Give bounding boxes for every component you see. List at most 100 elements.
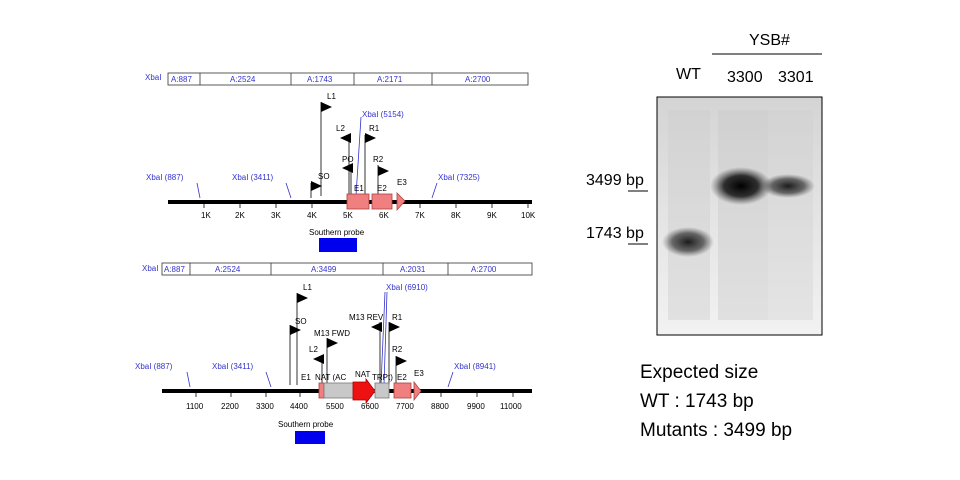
- map2: XbaI A:887 A:2524 A:3499 A:2031 A:2700 1…: [135, 262, 533, 444]
- map2-xbai-3411: XbaI (3411): [212, 362, 254, 371]
- map2-tick-5: 5500: [326, 402, 344, 411]
- map1-tick-3: 3K: [271, 211, 281, 220]
- map1-primer-r1: R1: [369, 124, 380, 133]
- map1-probe-label: Southern probe: [309, 228, 365, 237]
- lane-label-3300: 3300: [727, 69, 763, 86]
- map2-primer-so: SO: [295, 317, 307, 326]
- map2-nat-arrow: [352, 377, 376, 405]
- map1-frag-5: A:2700: [465, 75, 491, 84]
- map1-exon-1: [346, 193, 370, 210]
- expected-size-title: Expected size: [640, 362, 758, 383]
- map1-primer-r2-arrow: [378, 166, 389, 176]
- map2-feature-trpt: TRPt): [372, 373, 393, 382]
- map1: XbaI A:887 A:2524 A:1743 A:2171 A:2700 1…: [145, 72, 536, 252]
- map1-xbai-7325: XbaI (7325): [438, 173, 480, 182]
- map2-feature-e2: E2: [397, 373, 407, 382]
- map2-feature-nat: NAT: [355, 370, 371, 379]
- map1-xbai-5154: XbaI (5154): [362, 110, 404, 119]
- map2-primer-m13fwd-arrow: [327, 338, 338, 348]
- map1-exon-label-1: E1: [354, 184, 364, 193]
- map2-primer-l2: L2: [309, 345, 318, 354]
- expected-sizes: Expected size WT : 1743 bp Mutants : 349…: [640, 362, 792, 441]
- map1-frag-3: A:1743: [307, 75, 333, 84]
- map1-frag-1: A:887: [171, 75, 192, 84]
- map1-tick-9: 9K: [487, 211, 497, 220]
- band-3300-3499: [710, 167, 772, 205]
- map1-tick-10: 10K: [521, 211, 536, 220]
- band-3301-3499: [761, 174, 815, 198]
- ysb-group-label: YSB#: [749, 32, 790, 49]
- map1-primer-l1: L1: [327, 92, 336, 101]
- map1-primer-r2: R2: [373, 155, 384, 164]
- map2-tick-4: 4400: [290, 402, 308, 411]
- map1-xbai-887: XbaI (887): [146, 173, 184, 182]
- map2-primer-r2-arrow: [396, 356, 407, 366]
- map1-primer-r1-arrow: [365, 133, 376, 143]
- map2-primer-r2: R2: [392, 345, 403, 354]
- map1-frag-4: A:2171: [377, 75, 403, 84]
- map2-tick-6: 6600: [361, 402, 379, 411]
- lane-label-3301: 3301: [778, 69, 814, 86]
- map2-feature-e3: E3: [414, 369, 424, 378]
- map2-primer-m13rev-arrow: [371, 322, 382, 332]
- map2-exon-3: [413, 380, 422, 402]
- map1-primer-l2-arrow: [340, 133, 351, 143]
- map1-xbai-bar-label: XbaI: [145, 73, 161, 82]
- map2-primer-l1: L1: [303, 283, 312, 292]
- map1-primer-po: PO: [342, 155, 354, 164]
- map1-tick-5: 5K: [343, 211, 353, 220]
- map1-tick-6: 6K: [379, 211, 389, 220]
- map2-exon-2: [393, 382, 412, 399]
- expected-size-mutants: Mutants : 3499 bp: [640, 420, 792, 441]
- map2-primer-r1-arrow: [389, 322, 400, 332]
- southern-blot: YSB# WT 3300 3301 3499 bp 1743 bp: [586, 32, 823, 336]
- map2-xbai-8941: XbaI (8941): [454, 362, 496, 371]
- map1-tick-1: 1K: [201, 211, 211, 220]
- map2-feature-e1: E1: [301, 373, 311, 382]
- map2-trpt: [374, 382, 390, 399]
- map2-tick-1: 1100: [186, 402, 204, 411]
- map2-tick-8: 8800: [431, 402, 449, 411]
- map2-exon-1: [318, 382, 325, 399]
- map1-exon-label-3: E3: [397, 178, 407, 187]
- map1-tick-4: 4K: [307, 211, 317, 220]
- marker-3499: 3499 bp: [586, 172, 644, 189]
- map1-tick-7: 7K: [415, 211, 425, 220]
- map2-nat-cassette-left: [323, 382, 355, 399]
- map1-primer-so-arrow: [311, 181, 322, 191]
- map1-fragment-bar: [167, 72, 529, 86]
- map1-exon-2: [371, 193, 393, 210]
- map2-primer-so-arrow: [290, 325, 301, 335]
- map2-primer-r1: R1: [392, 313, 403, 322]
- map2-tick-2: 2200: [221, 402, 239, 411]
- map1-tick-2: 2K: [235, 211, 245, 220]
- map1-primer-l2: L2: [336, 124, 345, 133]
- expected-size-wt: WT : 1743 bp: [640, 391, 754, 412]
- map2-tick-7: 7700: [396, 402, 414, 411]
- map1-primer-so: SO: [318, 172, 330, 181]
- map1-frag-2: A:2524: [230, 75, 256, 84]
- lane-label-wt: WT: [676, 66, 701, 83]
- map1-exon-label-2: E2: [377, 184, 387, 193]
- map2-xbai-bar-label: XbaI: [142, 264, 158, 273]
- map2-primer-m13rev: M13 REV: [349, 313, 384, 322]
- map2-tick-9: 9900: [467, 402, 485, 411]
- map2-frag-1: A:887: [164, 265, 185, 274]
- band-wt-1743: [662, 227, 714, 257]
- gel-image: [656, 96, 823, 336]
- map1-xbai-3411: XbaI (3411): [232, 173, 274, 182]
- map1-exon-3: [396, 192, 406, 212]
- marker-1743: 1743 bp: [586, 225, 644, 242]
- map1-primer-po-arrow: [342, 163, 353, 173]
- map2-southern-probe: [295, 431, 325, 444]
- map2-frag-3: A:3499: [311, 265, 337, 274]
- map2-xbai-887: XbaI (887): [135, 362, 173, 371]
- map2-tick-10: 11000: [500, 402, 522, 411]
- map2-probe-label: Southern probe: [278, 420, 334, 429]
- map2-tick-3: 3300: [256, 402, 274, 411]
- map2-primer-l1-arrow: [297, 293, 308, 303]
- map1-primer-l1-arrow: [321, 102, 332, 112]
- map2-feature-nat-ac: NAT (AC: [315, 373, 346, 382]
- map2-xbai-6910: XbaI (6910): [386, 283, 428, 292]
